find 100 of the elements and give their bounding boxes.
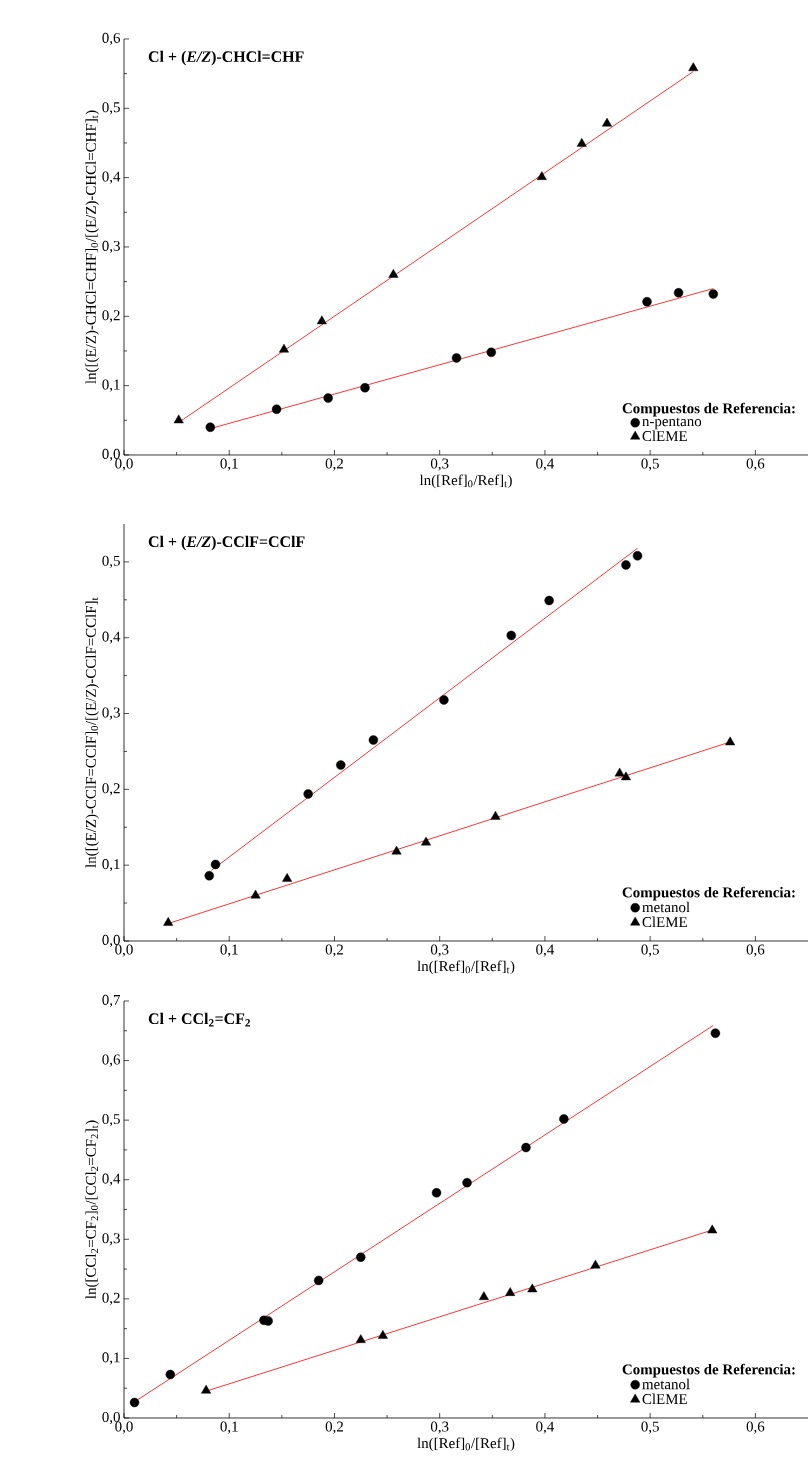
point [708, 289, 719, 299]
text: Cl + (E/Z)-CHCl=CHF [148, 50, 304, 66]
point [439, 695, 449, 705]
x-tick-label: 0,2 [325, 944, 343, 957]
y-tick-label: 0,6 [102, 32, 121, 46]
point [614, 767, 625, 777]
text: Cl + (E/Z)-CClF=CClF [148, 535, 305, 551]
point [506, 630, 516, 641]
point [391, 845, 402, 855]
point [204, 871, 214, 881]
point [527, 1283, 538, 1293]
x-tick-label: 0,1 [220, 944, 238, 957]
x-axis-title: ln([Ref]$_{0}$/[Ref]$_{t}$) [417, 960, 515, 975]
point [521, 1142, 531, 1153]
y-tick-label: 0,1 [102, 379, 120, 392]
point [451, 353, 462, 363]
x-tick-label: 0,3 [430, 944, 449, 957]
point [165, 1369, 176, 1380]
point [271, 404, 282, 414]
point [377, 1330, 388, 1339]
point [129, 1397, 140, 1408]
point [360, 383, 370, 393]
x-tick-label: 0,5 [641, 1421, 659, 1434]
point [576, 137, 587, 147]
legend-label: ClEME [642, 430, 687, 442]
point [316, 315, 327, 325]
point [559, 1114, 569, 1124]
x-tick-label: 0,6 [746, 944, 765, 957]
point [282, 873, 293, 882]
point [210, 859, 221, 870]
y-tick-label: 0,3 [102, 1233, 120, 1246]
y-tick-label: 0,7 [102, 994, 121, 1008]
legend-title: Compuestos de Referencia: [622, 886, 795, 901]
y-tick-label: 0,2 [102, 1292, 120, 1305]
x-tick-label: 0,2 [325, 1421, 343, 1434]
y-tick-label: 0,1 [102, 1352, 120, 1365]
y-tick-label: 0,2 [102, 783, 120, 796]
x-tick-label: 0,4 [536, 944, 555, 957]
y-tick-label: 0,1 [102, 859, 120, 872]
point [707, 1224, 718, 1234]
y-axis-title: ln([(E/Z)-CHCl=CHF]$_{0}$/[(E/Z)-CHCl=CHF]$_{t}$) [85, 110, 99, 384]
point [336, 760, 346, 770]
x-tick-label: 0,1 [220, 1421, 238, 1434]
point [355, 1334, 366, 1343]
legend-label: ClEME [642, 916, 687, 928]
point [356, 1252, 366, 1262]
y-tick-label: 0,5 [102, 555, 120, 569]
text: ln([CCl$_{2}$=CF$_{2}$]$_{0}$/[CCl$_{2}$=CF$_{2}$]$_{t}$) [85, 1120, 99, 1299]
legend-label: n-pentano [642, 417, 702, 430]
x-tick-label: 0,3 [430, 458, 449, 471]
y-tick-label: 0,2 [102, 310, 120, 323]
x-tick-label: 0,4 [536, 1421, 555, 1434]
point [478, 1291, 489, 1301]
point [250, 889, 261, 899]
legend-label: ClEME [642, 1393, 687, 1405]
y-tick-label: 0,4 [102, 171, 121, 184]
text: Cl + CCl$_{2}$=CF$_{2}$ [148, 1012, 250, 1027]
point [536, 171, 547, 180]
x-tick-label: 0,4 [536, 458, 555, 471]
legend-label: metanol [642, 901, 690, 913]
point [688, 62, 699, 72]
point [278, 343, 289, 353]
point [673, 288, 684, 298]
point [544, 595, 554, 606]
point [303, 789, 313, 799]
point [173, 414, 184, 424]
point [368, 735, 379, 745]
legend-label: metanol [642, 1378, 690, 1390]
point [621, 771, 631, 781]
y-tick-label: 0,4 [102, 1173, 121, 1186]
y-tick-label: 0,5 [102, 1114, 120, 1127]
point [725, 736, 736, 746]
point [201, 1384, 212, 1394]
point [205, 422, 215, 432]
x-tick-label: 0,6 [746, 458, 765, 471]
legend-title: Compuestos de Referencia: [622, 1363, 795, 1378]
x-tick-label: 0,2 [325, 458, 343, 471]
point [313, 1275, 324, 1286]
x-tick-label: 0,1 [220, 458, 238, 471]
x-tick-label: 0,6 [746, 1421, 765, 1434]
point [163, 917, 174, 926]
point [431, 1188, 442, 1198]
point [421, 836, 431, 846]
point [505, 1287, 516, 1296]
legend-title: Compuestos de Referencia: [622, 402, 795, 417]
x-tick-label: 0,5 [641, 944, 659, 957]
point [323, 393, 333, 403]
point [710, 1028, 721, 1038]
x-tick-label: 0,3 [430, 1421, 449, 1434]
point [621, 560, 631, 570]
point [462, 1177, 472, 1188]
y-tick-label: 0,5 [102, 102, 120, 115]
point [602, 117, 612, 127]
point [388, 269, 399, 278]
y-tick-label: 0,4 [102, 631, 121, 644]
point [632, 551, 643, 561]
point [490, 810, 501, 820]
y-axis-title: ln([(E/Z)-CClF=CClF]$_{0}$/[(E/Z)-CClF=CClF]$_{t}$ [85, 597, 99, 868]
x-tick-label: 0,5 [641, 458, 659, 471]
y-tick-label: 0,3 [102, 707, 120, 720]
